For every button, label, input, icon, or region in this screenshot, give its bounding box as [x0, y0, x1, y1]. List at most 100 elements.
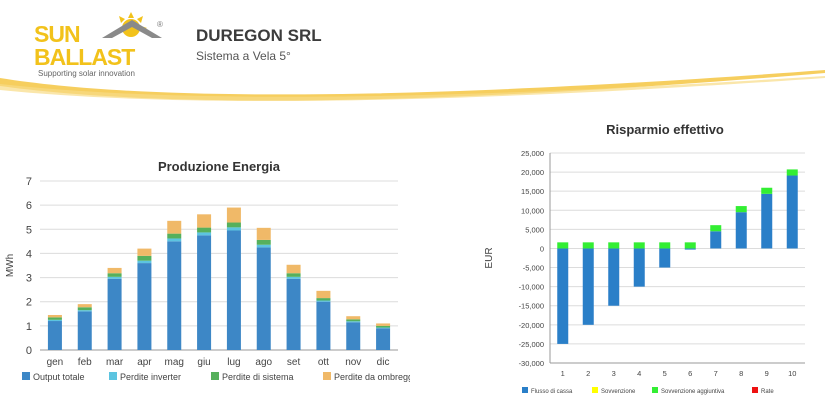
x-tick-label: ott: [318, 357, 329, 368]
x-tick-label: 1: [561, 369, 565, 378]
bar-sovvenzione-aggiuntiva: [582, 242, 594, 249]
bar-flusso-di-cassa: [735, 212, 747, 249]
y-tick-label: 1: [26, 321, 32, 333]
legend-item: Sovvenzione aggiuntiva: [661, 389, 725, 395]
company-name: DUREGON SRL: [196, 26, 322, 45]
bar-perdite-da-ombreggiamento: [77, 304, 92, 308]
system-name: Sistema a Vela 5°: [196, 49, 291, 63]
x-tick-label: 9: [765, 369, 769, 378]
bar-perdite-inverter: [316, 300, 331, 302]
bar-perdite-di-sistema: [167, 233, 182, 239]
bar-perdite-di-sistema: [376, 325, 391, 328]
x-tick-label: apr: [137, 357, 152, 368]
legend-swatch: [752, 387, 758, 393]
legend-swatch: [22, 372, 30, 380]
bar-sovvenzione-aggiuntiva: [710, 225, 722, 232]
sunballast-logo: SUN BALLAST ® Supporting solar innovatio…: [30, 8, 170, 80]
bar-perdite-da-ombreggiamento: [226, 207, 241, 223]
x-tick-label: ago: [255, 357, 272, 368]
logo-registered: ®: [157, 20, 163, 29]
bar-output-totale: [316, 301, 331, 350]
bar-sovvenzione-aggiuntiva: [608, 242, 620, 249]
bar-perdite-da-ombreggiamento: [107, 267, 122, 274]
x-tick-label: 5: [663, 369, 667, 378]
bar-flusso-di-cassa: [684, 248, 696, 250]
x-tick-label: giu: [197, 357, 210, 368]
logo-line2: BALLAST: [34, 44, 135, 70]
bar-output-totale: [197, 235, 212, 350]
x-tick-label: 8: [739, 369, 743, 378]
bar-flusso-di-cassa: [633, 248, 645, 287]
legend-swatch: [592, 387, 598, 393]
effective-savings-chart: Risparmio effettivo -30,000 -25,000 -20,000…: [484, 122, 805, 395]
bar-output-totale: [376, 328, 391, 350]
chart-title: Produzione Energia: [158, 159, 281, 174]
header: SUN BALLAST ® Supporting solar innovatio…: [0, 0, 825, 110]
legend-item: Perdite inverter: [120, 372, 181, 382]
legend-item: Output totale: [33, 372, 85, 382]
y-tick-label: -30,000: [519, 359, 544, 368]
bar-perdite-inverter: [47, 319, 62, 322]
x-tick-label: 3: [612, 369, 616, 378]
bar-perdite-inverter: [376, 327, 391, 329]
bar-sovvenzione-aggiuntiva: [659, 242, 671, 249]
bar-perdite-di-sistema: [47, 317, 62, 320]
bar-sovvenzione-aggiuntiva: [735, 206, 747, 213]
x-tick-label: 10: [788, 369, 796, 378]
bar-flusso-di-cassa: [659, 248, 671, 268]
bar-perdite-da-ombreggiamento: [47, 314, 62, 318]
y-tick-label: -25,000: [519, 340, 544, 349]
y-tick-label: 3: [26, 273, 32, 285]
y-tick-label: -20,000: [519, 321, 544, 330]
bar-output-totale: [137, 263, 152, 350]
x-tick-label: mar: [106, 357, 124, 368]
y-tick-label: 4: [26, 248, 32, 260]
energy-production-chart: Produzione Energia 0 1 2 3 4 5 6 7 MWh gen feb mar ap…: [5, 159, 410, 382]
y-tick-label: 20,000: [521, 168, 544, 177]
x-tick-label: dic: [377, 357, 390, 368]
bar-output-totale: [256, 247, 271, 350]
y-tick-label: 15,000: [521, 187, 544, 196]
bar-flusso-di-cassa: [608, 248, 620, 306]
y-tick-label: -10,000: [519, 283, 544, 292]
bar-sovvenzione-aggiuntiva: [786, 169, 798, 176]
y-tick-label: 0: [26, 345, 32, 357]
bar-perdite-inverter: [197, 232, 212, 236]
bar-perdite-da-ombreggiamento: [137, 248, 152, 256]
y-tick-label: 6: [26, 200, 32, 212]
bar-perdite-inverter: [286, 276, 301, 279]
legend-swatch: [211, 372, 219, 380]
bar-flusso-di-cassa: [710, 231, 722, 249]
bar-perdite-inverter: [256, 244, 271, 248]
bar-perdite-da-ombreggiamento: [376, 323, 391, 326]
bar-output-totale: [47, 321, 62, 350]
logo-tagline: Supporting solar innovation: [38, 69, 135, 78]
legend-swatch: [323, 372, 331, 380]
bar-output-totale: [226, 230, 241, 350]
x-tick-label: 4: [637, 369, 641, 378]
bar-perdite-di-sistema: [226, 222, 241, 228]
legend-item: Flusso di cassa: [531, 389, 573, 395]
bar-perdite-di-sistema: [107, 273, 122, 277]
y-tick-label: -15,000: [519, 302, 544, 311]
bar-perdite-inverter: [226, 227, 241, 231]
bar-perdite-di-sistema: [77, 307, 92, 311]
y-tick-label: 25,000: [521, 149, 544, 158]
bar-perdite-da-ombreggiamento: [346, 316, 361, 320]
x-tick-label: feb: [78, 357, 92, 368]
bar-perdite-inverter: [107, 276, 122, 279]
bar-sovvenzione-aggiuntiva: [684, 242, 696, 249]
legend-item: Rate: [761, 389, 774, 395]
x-tick-label: set: [287, 357, 301, 368]
bar-perdite-da-ombreggiamento: [197, 214, 212, 228]
bar-output-totale: [107, 278, 122, 350]
bar-sovvenzione-aggiuntiva: [633, 242, 645, 249]
x-tick-label: nov: [345, 357, 361, 368]
y-tick-label: 5,000: [525, 225, 544, 234]
bar-perdite-di-sistema: [137, 255, 152, 261]
bar-output-totale: [167, 241, 182, 350]
y-tick-label: -5,000: [523, 264, 544, 273]
bar-perdite-di-sistema: [316, 298, 331, 301]
bar-sovvenzione-aggiuntiva: [557, 242, 569, 249]
y-axis-label: MWh: [5, 254, 16, 277]
